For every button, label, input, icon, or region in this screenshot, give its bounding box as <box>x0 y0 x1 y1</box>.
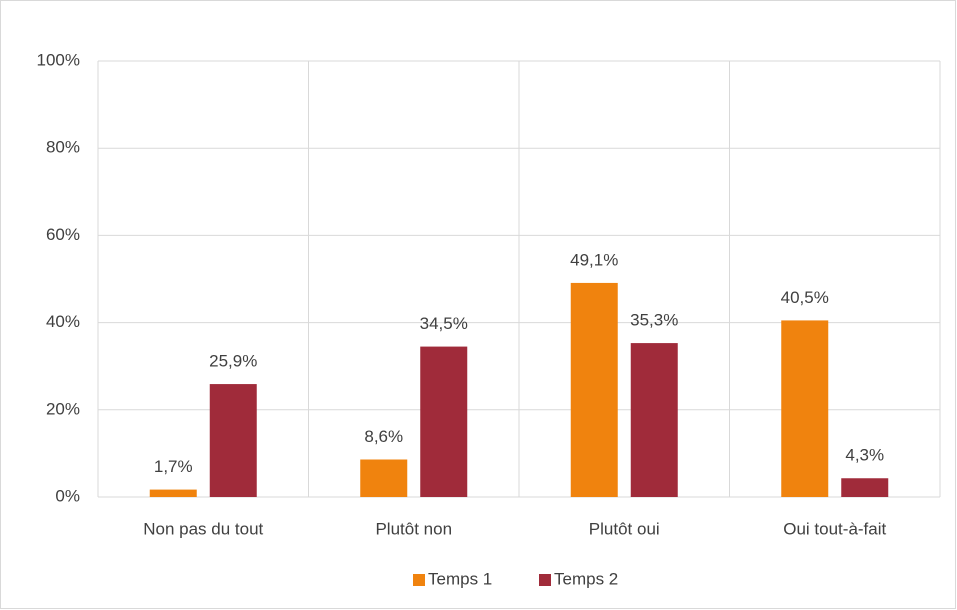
y-tick-label: 80% <box>46 138 80 157</box>
value-label: 1,7% <box>154 457 193 476</box>
y-tick-label: 100% <box>37 50 80 69</box>
value-label: 40,5% <box>781 288 829 307</box>
legend-label: Temps 1 <box>428 569 492 588</box>
bar <box>420 346 468 497</box>
bar <box>360 459 408 497</box>
x-tick-label: Plutôt non <box>375 519 452 538</box>
value-label: 8,6% <box>364 427 403 446</box>
bar <box>841 478 889 497</box>
value-label: 4,3% <box>845 446 884 465</box>
x-tick-label: Plutôt oui <box>589 519 660 538</box>
y-tick-label: 20% <box>46 399 80 418</box>
value-label: 34,5% <box>420 314 468 333</box>
bar <box>149 489 197 497</box>
bar <box>570 282 618 497</box>
bar <box>209 384 257 497</box>
x-tick-label: Non pas du tout <box>143 519 263 538</box>
value-label: 35,3% <box>630 311 678 330</box>
legend-swatch <box>539 574 551 586</box>
value-label: 25,9% <box>209 352 257 371</box>
bar <box>781 320 829 497</box>
legend-label: Temps 2 <box>554 569 618 588</box>
value-label: 49,1% <box>570 250 618 269</box>
y-tick-label: 40% <box>46 312 80 331</box>
x-tick-label: Oui tout-à-fait <box>783 519 886 538</box>
legend-swatch <box>413 574 425 586</box>
y-tick-label: 0% <box>55 486 80 505</box>
y-tick-label: 60% <box>46 225 80 244</box>
bar <box>630 343 678 497</box>
